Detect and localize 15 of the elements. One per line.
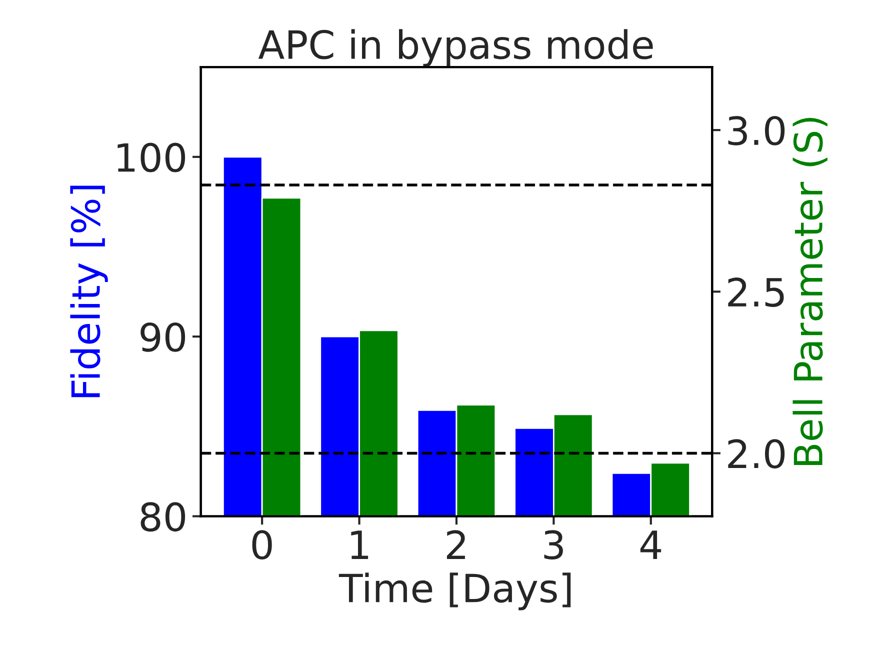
y-tick-label: 90: [140, 322, 186, 352]
y-tick-label: 100: [118, 142, 186, 172]
y2-axis-title: Bell Parameter (S): [792, 118, 828, 465]
x-tick-label: 3: [544, 530, 563, 560]
x-tick-label: 1: [351, 530, 368, 559]
x-tick-label: 4: [640, 530, 662, 559]
y2-tick-label: 2.0: [728, 439, 785, 469]
x-tick-label: 0: [252, 530, 272, 560]
y-tick-label: 80: [140, 502, 186, 532]
y2-tick-label: 3.0: [728, 116, 785, 146]
chart-title: APC in bypass mode: [258, 29, 653, 67]
x-axis-title: Time [Days]: [338, 572, 571, 610]
x-tick-label: 2: [446, 530, 465, 559]
y2-tick-label: 2.5: [728, 278, 784, 307]
y-axis-title: Fidelity [%]: [70, 186, 108, 398]
